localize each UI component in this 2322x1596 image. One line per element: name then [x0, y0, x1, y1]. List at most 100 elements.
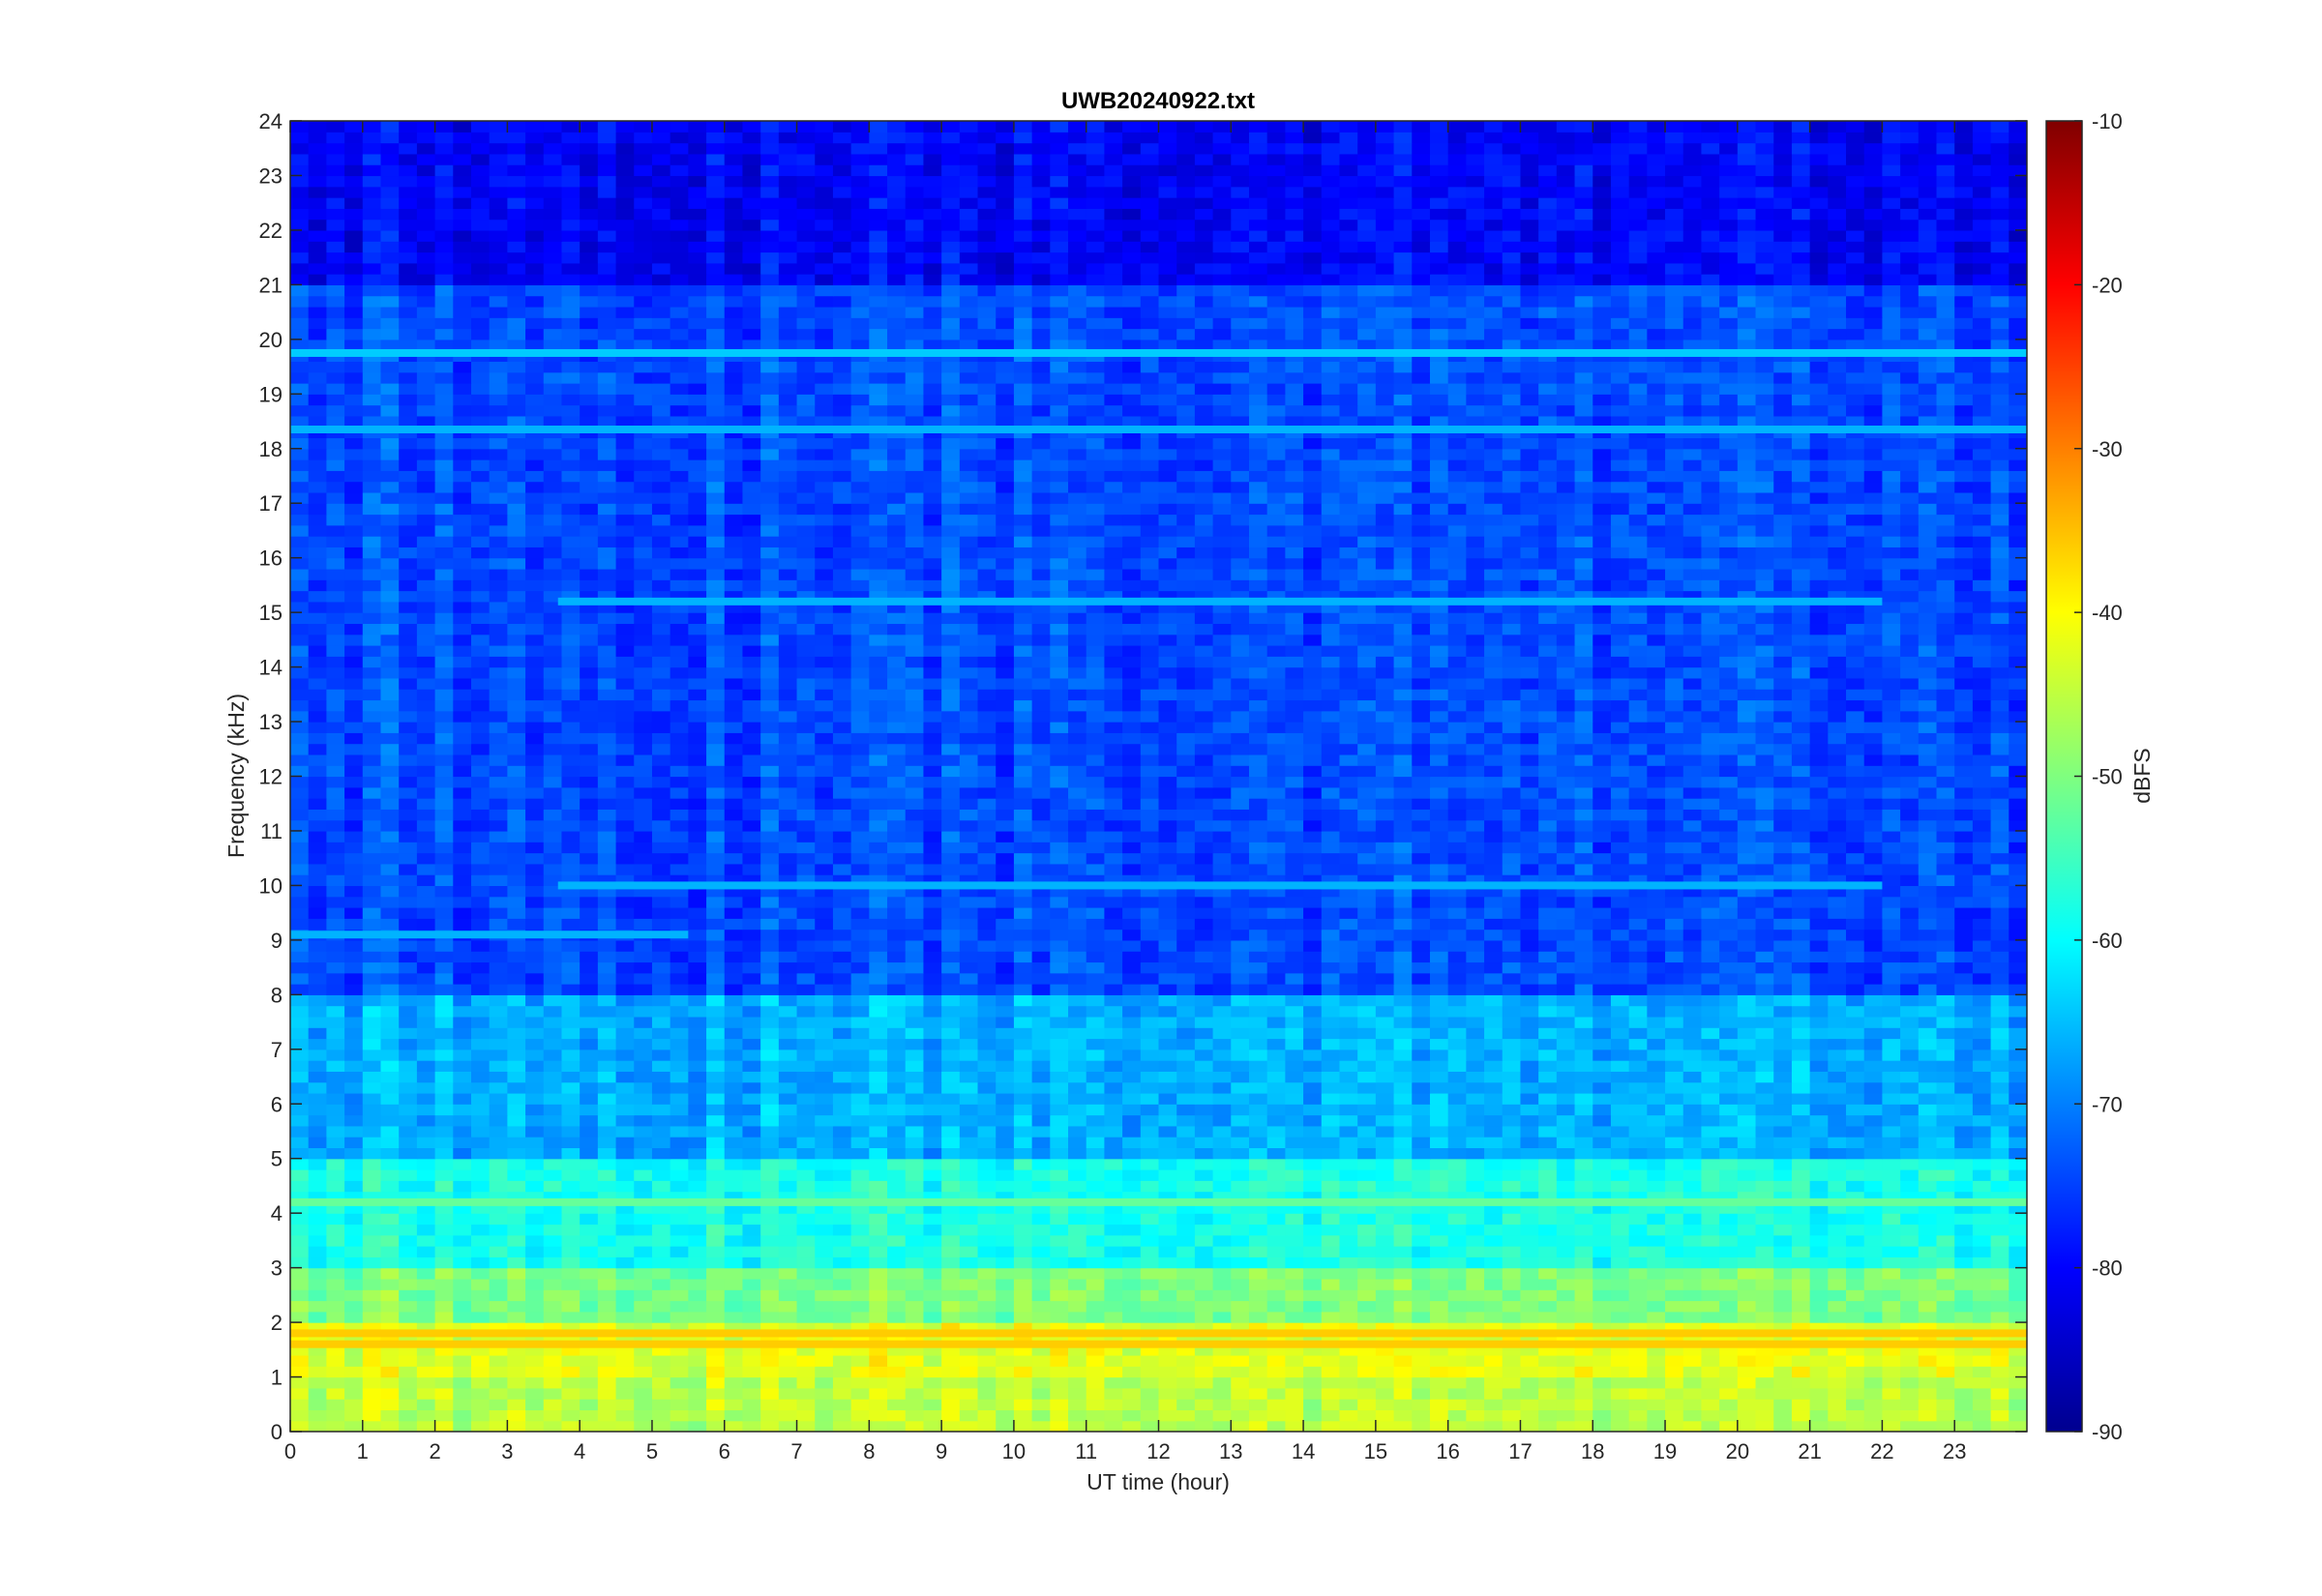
heatmap-cell [1719, 1016, 1739, 1028]
heatmap-cell [742, 1256, 761, 1269]
heatmap-cell [1954, 1049, 1974, 1061]
heatmap-cell [1466, 1071, 1485, 1083]
heatmap-cell [1212, 1060, 1232, 1072]
heatmap-cell [1484, 1092, 1503, 1105]
heatmap-cell [1321, 1333, 1341, 1345]
heatmap-cell [923, 1147, 942, 1160]
heatmap-cell [1031, 1267, 1051, 1280]
heatmap-cell [1502, 1169, 1522, 1181]
heatmap-cell [1231, 1114, 1250, 1127]
heatmap-cell [760, 994, 780, 1007]
heatmap-cell [1665, 896, 1684, 908]
heatmap-cell [1375, 1027, 1395, 1040]
heatmap-cell [1176, 1147, 1196, 1160]
heatmap-cell [326, 852, 345, 865]
heatmap-cell [1266, 961, 1286, 974]
heatmap-cell [380, 1366, 400, 1378]
heatmap-cell [688, 1387, 707, 1400]
heatmap-cell [1574, 896, 1593, 908]
heatmap-cell [489, 1169, 508, 1181]
heatmap-cell [1212, 951, 1232, 963]
heatmap-cell [724, 1092, 744, 1105]
heatmap-cell [1719, 1399, 1739, 1411]
heatmap-cell [470, 896, 491, 908]
heatmap-cell [308, 1016, 327, 1028]
heatmap-cell [1755, 896, 1774, 908]
heatmap-cell [850, 1256, 870, 1269]
heatmap-cell [832, 1169, 852, 1181]
heatmap-cell [1682, 1180, 1703, 1193]
heatmap-cell [1701, 1049, 1720, 1061]
heatmap-cell [1773, 1104, 1793, 1116]
heatmap-cell [1900, 1038, 1920, 1050]
heatmap-cell [1303, 929, 1323, 941]
heatmap-cell [778, 1049, 798, 1061]
heatmap-cell [1447, 896, 1467, 908]
heatmap-cell [1194, 1344, 1214, 1356]
heatmap-cell [706, 1201, 726, 1214]
heatmap-cell [308, 1322, 327, 1334]
heatmap-cell [1285, 1158, 1304, 1170]
heatmap-cell [1828, 1278, 1847, 1290]
heatmap-cell [1122, 863, 1142, 875]
heatmap-cell [1538, 1366, 1558, 1378]
heatmap-cell [850, 1081, 870, 1094]
heatmap-cell [869, 1201, 888, 1214]
heatmap-cell [525, 1049, 545, 1061]
heatmap-cell [1900, 1049, 1920, 1061]
heatmap-cell [1863, 1289, 1884, 1302]
heatmap-cell [1104, 1376, 1123, 1389]
heatmap-cell [453, 961, 472, 974]
heatmap-cell [1574, 1114, 1593, 1127]
heatmap-cell [525, 1234, 545, 1247]
heatmap-cell [941, 929, 961, 941]
heatmap-cell [399, 1234, 418, 1247]
heatmap-cell [1140, 1278, 1160, 1290]
heatmap-cell [2009, 1114, 2027, 1127]
heatmap-cell [597, 1137, 617, 1149]
heatmap-cell [1900, 1267, 1920, 1280]
heatmap-cell [1050, 918, 1069, 931]
heatmap-cell [1828, 1071, 1847, 1083]
heatmap-cell [507, 1256, 526, 1269]
heatmap-cell [1972, 1201, 1992, 1214]
heatmap-cell [399, 918, 418, 931]
heatmap-cell [1122, 918, 1142, 931]
heatmap-cell [416, 1038, 436, 1050]
heatmap-cell [1321, 1027, 1341, 1040]
heatmap-cell [1574, 1322, 1593, 1334]
heatmap-cell [1086, 896, 1106, 908]
heatmap-cell [1285, 951, 1304, 963]
heatmap-cell [1701, 994, 1720, 1007]
heatmap-cell [1375, 1213, 1395, 1226]
heatmap-cell [996, 1420, 1015, 1432]
heatmap-cell [543, 918, 563, 931]
heatmap-cell [489, 874, 508, 887]
heatmap-cell [580, 1267, 599, 1280]
heatmap-cell [651, 1333, 671, 1345]
heatmap-cell [1954, 863, 1974, 875]
heatmap-cell [1375, 863, 1395, 875]
heatmap-cell [380, 961, 400, 974]
heatmap-cell [941, 1224, 961, 1236]
heatmap-cell [326, 1201, 345, 1214]
heatmap-cell [1013, 1333, 1033, 1345]
heatmap-cell [1447, 1399, 1467, 1411]
heatmap-cell [724, 1399, 744, 1411]
heatmap-cell [470, 939, 491, 952]
heatmap-cell [1231, 1071, 1250, 1083]
heatmap-cell [1339, 1147, 1358, 1160]
heatmap-cell [434, 1267, 454, 1280]
heatmap-cell [1104, 1300, 1123, 1313]
heatmap-cell [597, 1201, 617, 1214]
heatmap-cell [1068, 1049, 1087, 1061]
heatmap-cell [634, 1300, 653, 1313]
heatmap-cell [651, 961, 671, 974]
heatmap-cell [308, 1125, 327, 1138]
heatmap-cell [1593, 1289, 1612, 1302]
heatmap-cell [1140, 1376, 1160, 1389]
heatmap-cell [1918, 1049, 1938, 1061]
heatmap-cell [832, 1289, 852, 1302]
heatmap-cell [1212, 1016, 1232, 1028]
heatmap-cell [778, 1278, 798, 1290]
